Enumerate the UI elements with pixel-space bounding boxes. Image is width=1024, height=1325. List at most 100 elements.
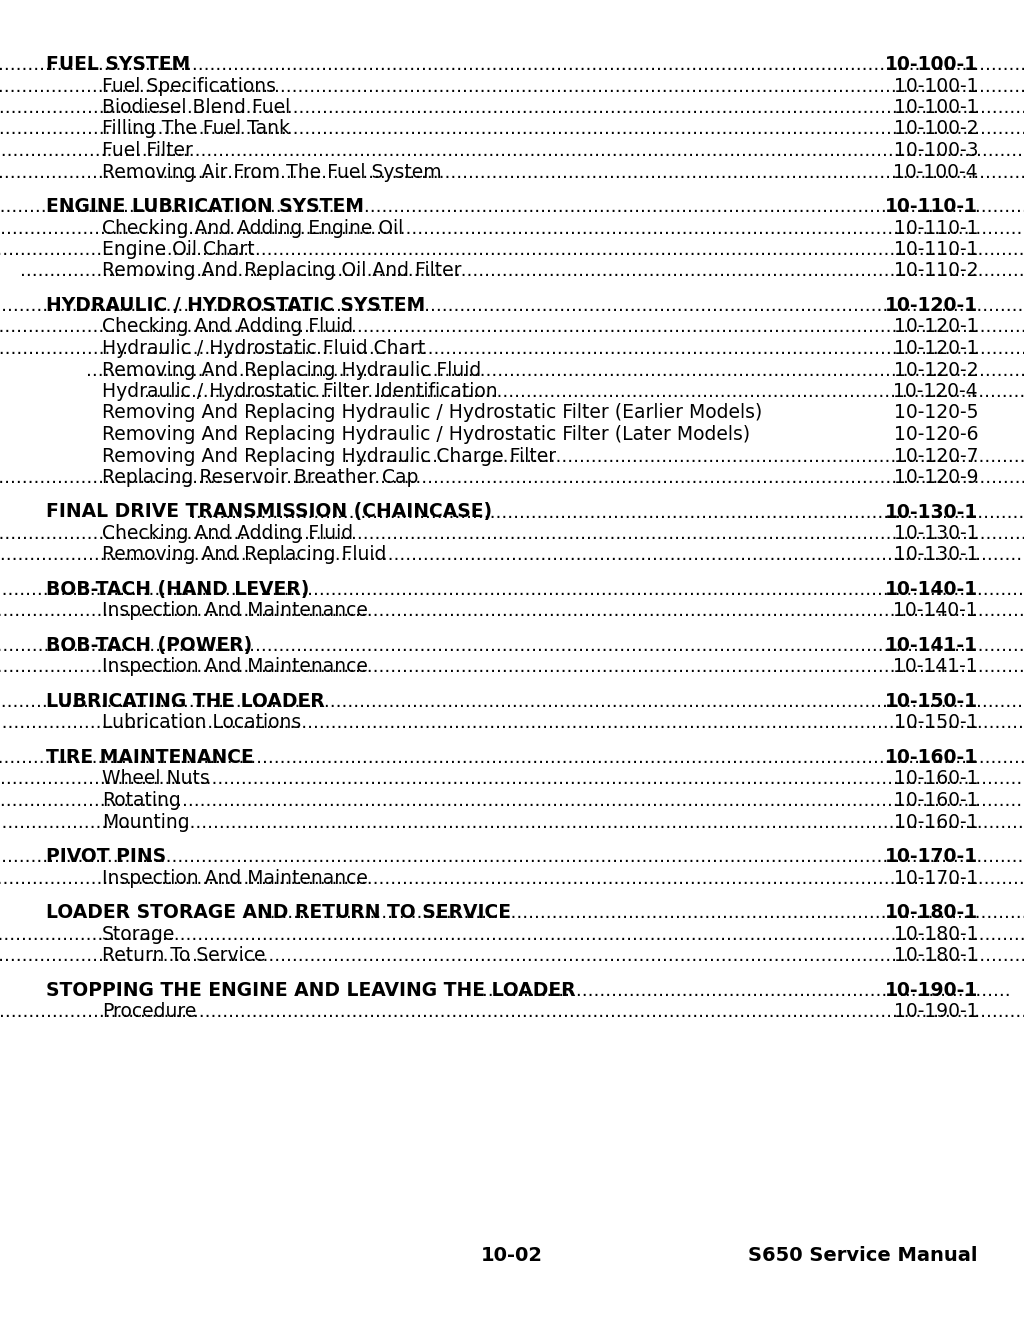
Text: 10-180-1: 10-180-1 xyxy=(894,925,978,943)
Text: 10-190-1: 10-190-1 xyxy=(894,1002,978,1022)
Text: 10-100-1: 10-100-1 xyxy=(885,56,978,74)
Text: 10-140-1: 10-140-1 xyxy=(885,580,978,599)
Text: FUEL SYSTEM: FUEL SYSTEM xyxy=(46,56,190,74)
Text: Replacing Reservoir Breather Cap: Replacing Reservoir Breather Cap xyxy=(102,468,419,488)
Text: Hydraulic / Hydrostatic Filter Identification: Hydraulic / Hydrostatic Filter Identific… xyxy=(102,382,498,401)
Text: ................................................................................: ........................................… xyxy=(0,636,1024,655)
Text: Fuel Specifications: Fuel Specifications xyxy=(102,77,276,95)
Text: LOADER STORAGE AND RETURN TO SERVICE: LOADER STORAGE AND RETURN TO SERVICE xyxy=(46,904,511,922)
Text: ................................................................................: ........................................… xyxy=(0,1002,1024,1022)
Text: Checking And Adding Fluid: Checking And Adding Fluid xyxy=(102,523,353,543)
Text: 10-100-4: 10-100-4 xyxy=(893,163,978,182)
Text: 10-130-1: 10-130-1 xyxy=(885,502,978,522)
Text: 10-180-1: 10-180-1 xyxy=(894,946,978,965)
Text: Mounting: Mounting xyxy=(102,812,189,832)
Text: Procedure: Procedure xyxy=(102,1002,197,1022)
Text: 10-120-7: 10-120-7 xyxy=(894,447,978,465)
Text: FINAL DRIVE TRANSMISSION (CHAINCASE): FINAL DRIVE TRANSMISSION (CHAINCASE) xyxy=(46,502,493,522)
Text: LUBRICATING THE LOADER: LUBRICATING THE LOADER xyxy=(46,692,325,712)
Text: 10-100-1: 10-100-1 xyxy=(894,98,978,117)
Text: ................................................................................: ........................................… xyxy=(20,261,1024,281)
Text: BOB-TACH (POWER): BOB-TACH (POWER) xyxy=(46,636,252,655)
Text: 10-141-1: 10-141-1 xyxy=(893,657,978,677)
Text: 10-170-1: 10-170-1 xyxy=(894,868,978,888)
Text: 10-110-1: 10-110-1 xyxy=(885,197,978,216)
Text: HYDRAULIC / HYDROSTATIC SYSTEM: HYDRAULIC / HYDROSTATIC SYSTEM xyxy=(46,295,425,315)
Text: 10-110-1: 10-110-1 xyxy=(894,219,978,237)
Text: Wheel Nuts: Wheel Nuts xyxy=(102,770,210,788)
Text: ................................................................................: ........................................… xyxy=(0,791,1024,810)
Text: 10-140-1: 10-140-1 xyxy=(893,602,978,620)
Text: ................................................................................: ........................................… xyxy=(0,946,1024,965)
Text: 10-180-1: 10-180-1 xyxy=(885,904,978,922)
Text: ................................................................................: ........................................… xyxy=(0,295,1024,315)
Text: Inspection And Maintenance: Inspection And Maintenance xyxy=(102,602,368,620)
Text: 10-120-9: 10-120-9 xyxy=(894,468,978,488)
Text: ................................................................................: ........................................… xyxy=(0,546,1024,564)
Text: 10-141-1: 10-141-1 xyxy=(885,636,978,655)
Text: ................................................................................: ........................................… xyxy=(0,868,1024,888)
Text: STOPPING THE ENGINE AND LEAVING THE LOADER: STOPPING THE ENGINE AND LEAVING THE LOAD… xyxy=(46,980,575,999)
Text: 10-170-1: 10-170-1 xyxy=(885,847,978,867)
Text: ................................................................................: ........................................… xyxy=(344,447,1024,465)
Text: 10-120-6: 10-120-6 xyxy=(894,425,978,444)
Text: ................................................................................: ........................................… xyxy=(0,318,1024,337)
Text: Biodiesel Blend Fuel: Biodiesel Blend Fuel xyxy=(102,98,290,117)
Text: Rotating: Rotating xyxy=(102,791,181,810)
Text: Return To Service: Return To Service xyxy=(102,946,265,965)
Text: Checking And Adding Fluid: Checking And Adding Fluid xyxy=(102,318,353,337)
Text: 10-120-1: 10-120-1 xyxy=(885,295,978,315)
Text: 10-130-1: 10-130-1 xyxy=(894,546,978,564)
Text: Removing And Replacing Oil And Filter: Removing And Replacing Oil And Filter xyxy=(102,261,462,281)
Text: ................................................................................: ........................................… xyxy=(0,749,1024,767)
Text: ................................................................................: ........................................… xyxy=(144,382,1024,401)
Text: 10-02: 10-02 xyxy=(481,1246,543,1265)
Text: ................................................................................: ........................................… xyxy=(0,119,1024,139)
Text: 10-100-2: 10-100-2 xyxy=(894,119,978,139)
Text: Hydraulic / Hydrostatic Fluid Chart: Hydraulic / Hydrostatic Fluid Chart xyxy=(102,339,425,358)
Text: ................................................................................: ........................................… xyxy=(0,77,1024,95)
Text: ................................................................................: ........................................… xyxy=(0,98,1024,117)
Text: 10-160-1: 10-160-1 xyxy=(894,812,978,832)
Text: ................................................................................: ........................................… xyxy=(0,847,1024,867)
Text: 10-150-1: 10-150-1 xyxy=(894,713,978,733)
Text: ................................................................................: ........................................… xyxy=(0,339,1024,358)
Text: 10-100-1: 10-100-1 xyxy=(894,77,978,95)
Text: S650 Service Manual: S650 Service Manual xyxy=(749,1246,978,1265)
Text: 10-160-1: 10-160-1 xyxy=(894,770,978,788)
Text: ................................................................................: ........................................… xyxy=(0,812,1024,832)
Text: 10-150-1: 10-150-1 xyxy=(885,692,978,712)
Text: ................................................................................: ........................................… xyxy=(0,713,1024,733)
Text: Fuel Filter: Fuel Filter xyxy=(102,140,193,160)
Text: 10-120-5: 10-120-5 xyxy=(894,404,978,423)
Text: ................................................................................: ........................................… xyxy=(0,163,1024,182)
Text: Removing And Replacing Hydraulic / Hydrostatic Filter (Later Models): Removing And Replacing Hydraulic / Hydro… xyxy=(102,425,751,444)
Text: 10-160-1: 10-160-1 xyxy=(894,791,978,810)
Text: PIVOT PINS: PIVOT PINS xyxy=(46,847,166,867)
Text: ................................................................................: ........................................… xyxy=(0,925,1024,943)
Text: Removing And Replacing Hydraulic / Hydrostatic Filter (Earlier Models): Removing And Replacing Hydraulic / Hydro… xyxy=(102,404,762,423)
Text: Checking And Adding Engine Oil: Checking And Adding Engine Oil xyxy=(102,219,403,237)
Text: TIRE MAINTENANCE: TIRE MAINTENANCE xyxy=(46,749,254,767)
Text: ................................................................................: ........................................… xyxy=(86,360,1024,379)
Text: ................................................................................: ........................................… xyxy=(0,523,1024,543)
Text: 10-100-3: 10-100-3 xyxy=(894,140,978,160)
Text: Removing Air From The Fuel System: Removing Air From The Fuel System xyxy=(102,163,441,182)
Text: 10-190-1: 10-190-1 xyxy=(885,980,978,999)
Text: ................................................................................: ........................................… xyxy=(0,657,1024,677)
Text: BOB-TACH (HAND LEVER): BOB-TACH (HAND LEVER) xyxy=(46,580,309,599)
Text: ................................................................................: ........................................… xyxy=(476,980,1011,999)
Text: Engine Oil Chart: Engine Oil Chart xyxy=(102,240,255,258)
Text: ................................................................................: ........................................… xyxy=(0,602,1024,620)
Text: ................................................................................: ........................................… xyxy=(0,219,1024,237)
Text: Lubrication Locations: Lubrication Locations xyxy=(102,713,301,733)
Text: ................................................................................: ........................................… xyxy=(190,502,1024,522)
Text: Inspection And Maintenance: Inspection And Maintenance xyxy=(102,868,368,888)
Text: ................................................................................: ........................................… xyxy=(0,56,1024,74)
Text: Removing And Replacing Fluid: Removing And Replacing Fluid xyxy=(102,546,386,564)
Text: ................................................................................: ........................................… xyxy=(0,770,1024,788)
Text: ................................................................................: ........................................… xyxy=(0,240,1024,258)
Text: 10-120-1: 10-120-1 xyxy=(894,318,978,337)
Text: 10-120-2: 10-120-2 xyxy=(894,360,978,379)
Text: Removing And Replacing Hydraulic Fluid: Removing And Replacing Hydraulic Fluid xyxy=(102,360,481,379)
